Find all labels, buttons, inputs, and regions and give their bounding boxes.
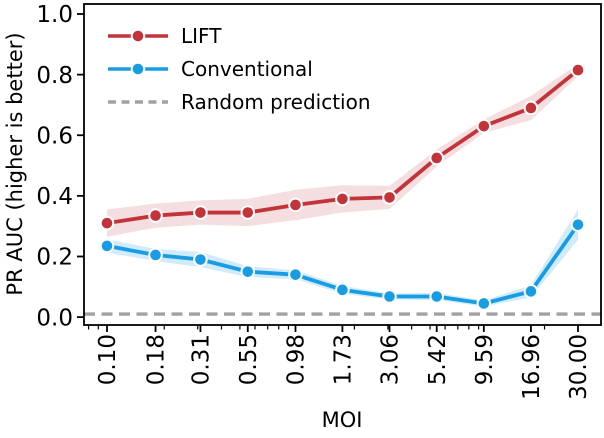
y-tick-label: 0.0	[36, 305, 73, 331]
data-point-lift	[335, 191, 350, 207]
data-point-conventional	[523, 284, 539, 299]
data-point-lift	[99, 215, 115, 231]
legend-marker-lift	[130, 28, 146, 44]
data-point-conventional	[240, 264, 256, 279]
y-axis-label: PR AUC (higher is better)	[3, 32, 27, 295]
y-tick-label: 0.6	[36, 123, 73, 149]
plot-border	[83, 3, 602, 326]
legend-marker-conventional	[130, 61, 146, 77]
data-point-lift	[288, 197, 303, 213]
data-point-conventional	[288, 267, 303, 282]
legend-label-conventional: Conventional	[181, 57, 313, 81]
y-tick-label: 0.2	[36, 245, 73, 271]
chart-layers: 0.0 0.2 0.4 0.6 0.8 1.0 0.10 0.18 0.31 0.55 0.98 1.…	[36, 2, 602, 400]
y-tick-label: 0.8	[36, 63, 73, 89]
legend-entry-random-prediction: Random prediction	[108, 90, 371, 114]
x-tick-label: 0.98	[284, 334, 310, 385]
y-tick-label: 1.0	[36, 2, 73, 28]
data-point-conventional	[99, 238, 115, 254]
data-point-conventional	[382, 289, 397, 304]
data-point-conventional	[429, 289, 445, 304]
x-tick-label: 1.73	[331, 334, 357, 385]
data-point-lift	[148, 208, 163, 223]
legend-label-lift: LIFT	[181, 24, 222, 48]
x-tick-label: 0.31	[189, 334, 215, 385]
y-tick-label: 0.4	[36, 184, 73, 210]
data-point-lift	[476, 118, 492, 134]
legend-entry-conventional: Conventional	[108, 57, 313, 81]
legend-entry-lift: LIFT	[108, 24, 222, 48]
legend-label-random-prediction: Random prediction	[181, 90, 371, 114]
x-tick-label: 3.06	[378, 334, 404, 385]
data-point-lift	[429, 150, 445, 166]
data-point-conventional	[570, 217, 586, 232]
data-point-conventional	[193, 252, 208, 267]
data-point-lift	[240, 205, 256, 220]
x-tick-label: 9.59	[472, 334, 498, 385]
x-tick-label: 0.55	[236, 334, 262, 385]
x-tick-label: 16.96	[519, 334, 545, 400]
x-tick-label: 0.18	[144, 334, 170, 385]
data-point-lift	[570, 62, 586, 78]
data-point-conventional	[335, 282, 350, 298]
x-tick-label: 30.00	[566, 334, 592, 400]
x-axis-label: MOI	[322, 408, 363, 432]
data-point-conventional	[476, 296, 492, 311]
data-point-lift	[193, 205, 208, 220]
data-point-lift	[382, 190, 397, 205]
data-point-lift	[523, 100, 539, 116]
x-tick-label: 0.10	[95, 334, 121, 385]
data-point-conventional	[148, 247, 163, 263]
x-tick-label: 5.42	[425, 334, 451, 385]
